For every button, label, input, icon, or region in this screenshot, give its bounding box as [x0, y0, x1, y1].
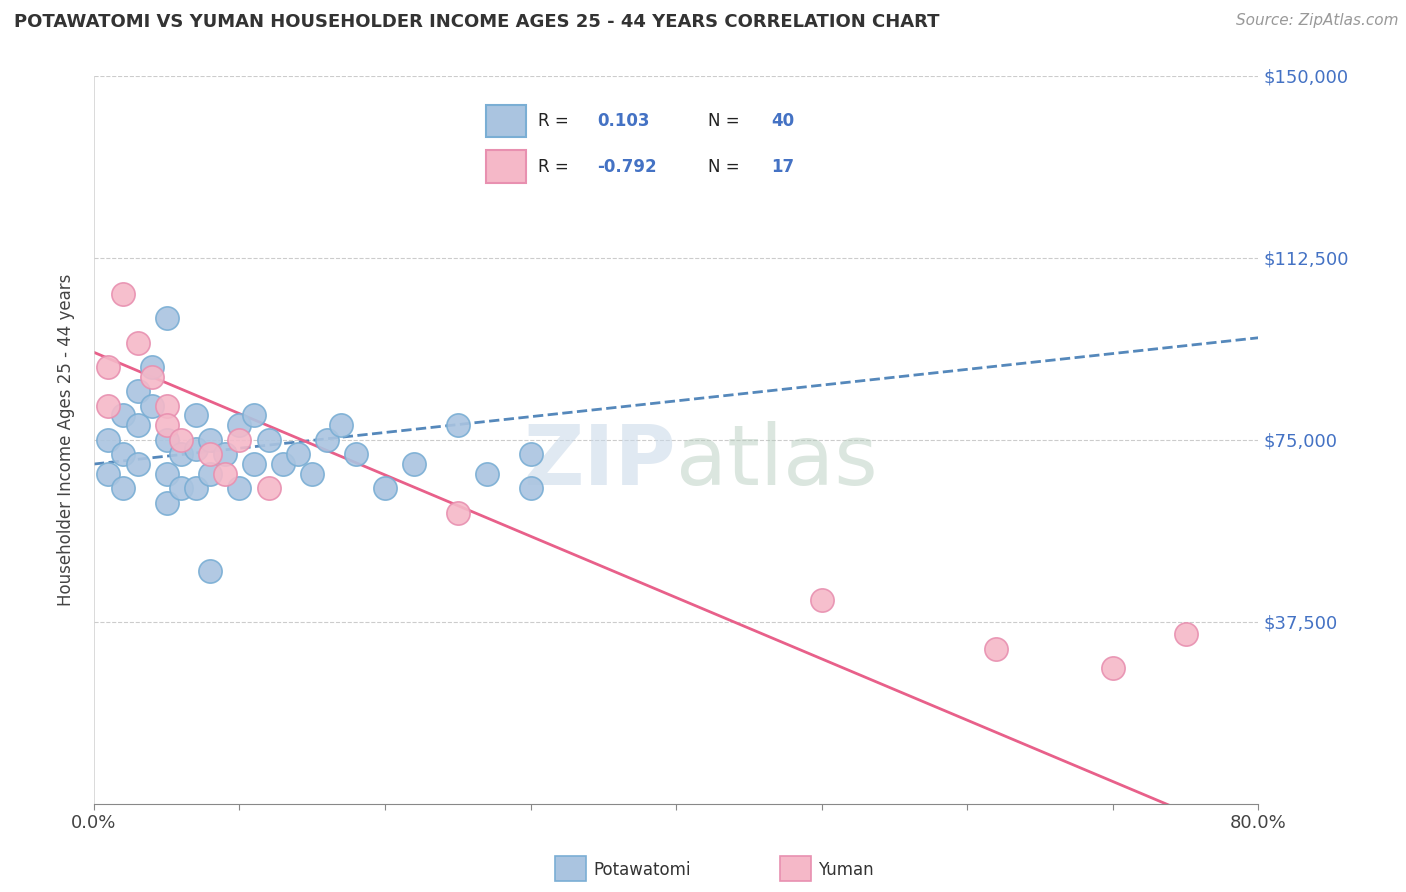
Point — [200, 433, 222, 447]
Point — [519, 447, 541, 461]
Text: atlas: atlas — [676, 421, 877, 502]
Point — [1174, 627, 1197, 641]
Point — [184, 481, 207, 495]
Point — [184, 409, 207, 423]
Point — [475, 467, 498, 481]
Point — [257, 481, 280, 495]
Point — [315, 433, 337, 447]
Point — [156, 311, 179, 326]
Text: Potawatomi: Potawatomi — [593, 861, 690, 879]
Point — [156, 418, 179, 433]
Point — [344, 447, 367, 461]
Point — [214, 447, 236, 461]
Point — [200, 467, 222, 481]
Text: Source: ZipAtlas.com: Source: ZipAtlas.com — [1236, 13, 1399, 29]
Point — [141, 399, 163, 413]
Text: POTAWATOMI VS YUMAN HOUSEHOLDER INCOME AGES 25 - 44 YEARS CORRELATION CHART: POTAWATOMI VS YUMAN HOUSEHOLDER INCOME A… — [14, 13, 939, 31]
Point — [404, 457, 426, 471]
Point — [287, 447, 309, 461]
Text: Yuman: Yuman — [818, 861, 875, 879]
Point — [228, 481, 250, 495]
Point — [141, 359, 163, 374]
Point — [127, 418, 149, 433]
Text: ZIP: ZIP — [523, 421, 676, 502]
Point — [184, 442, 207, 457]
Point — [170, 433, 193, 447]
Point — [156, 496, 179, 510]
Point — [257, 433, 280, 447]
Point — [243, 457, 266, 471]
Point — [330, 418, 353, 433]
Point — [228, 433, 250, 447]
Point — [97, 399, 120, 413]
Point — [97, 467, 120, 481]
Point — [97, 359, 120, 374]
Point — [228, 418, 250, 433]
Point — [170, 447, 193, 461]
Point — [112, 447, 135, 461]
Point — [447, 506, 470, 520]
Point — [374, 481, 396, 495]
Point — [170, 481, 193, 495]
Point — [127, 335, 149, 350]
Point — [810, 593, 832, 607]
Point — [200, 564, 222, 578]
Point — [156, 433, 179, 447]
Y-axis label: Householder Income Ages 25 - 44 years: Householder Income Ages 25 - 44 years — [58, 274, 75, 606]
Point — [986, 641, 1008, 656]
Point — [271, 457, 294, 471]
Point — [243, 409, 266, 423]
Point — [214, 467, 236, 481]
Point — [301, 467, 323, 481]
Point — [156, 467, 179, 481]
Point — [127, 457, 149, 471]
Point — [200, 447, 222, 461]
Point — [127, 384, 149, 399]
Point — [97, 433, 120, 447]
Point — [112, 287, 135, 301]
Point — [447, 418, 470, 433]
Point — [112, 409, 135, 423]
Point — [141, 369, 163, 384]
Point — [1102, 661, 1125, 675]
Point — [156, 399, 179, 413]
Point — [519, 481, 541, 495]
Point — [112, 481, 135, 495]
